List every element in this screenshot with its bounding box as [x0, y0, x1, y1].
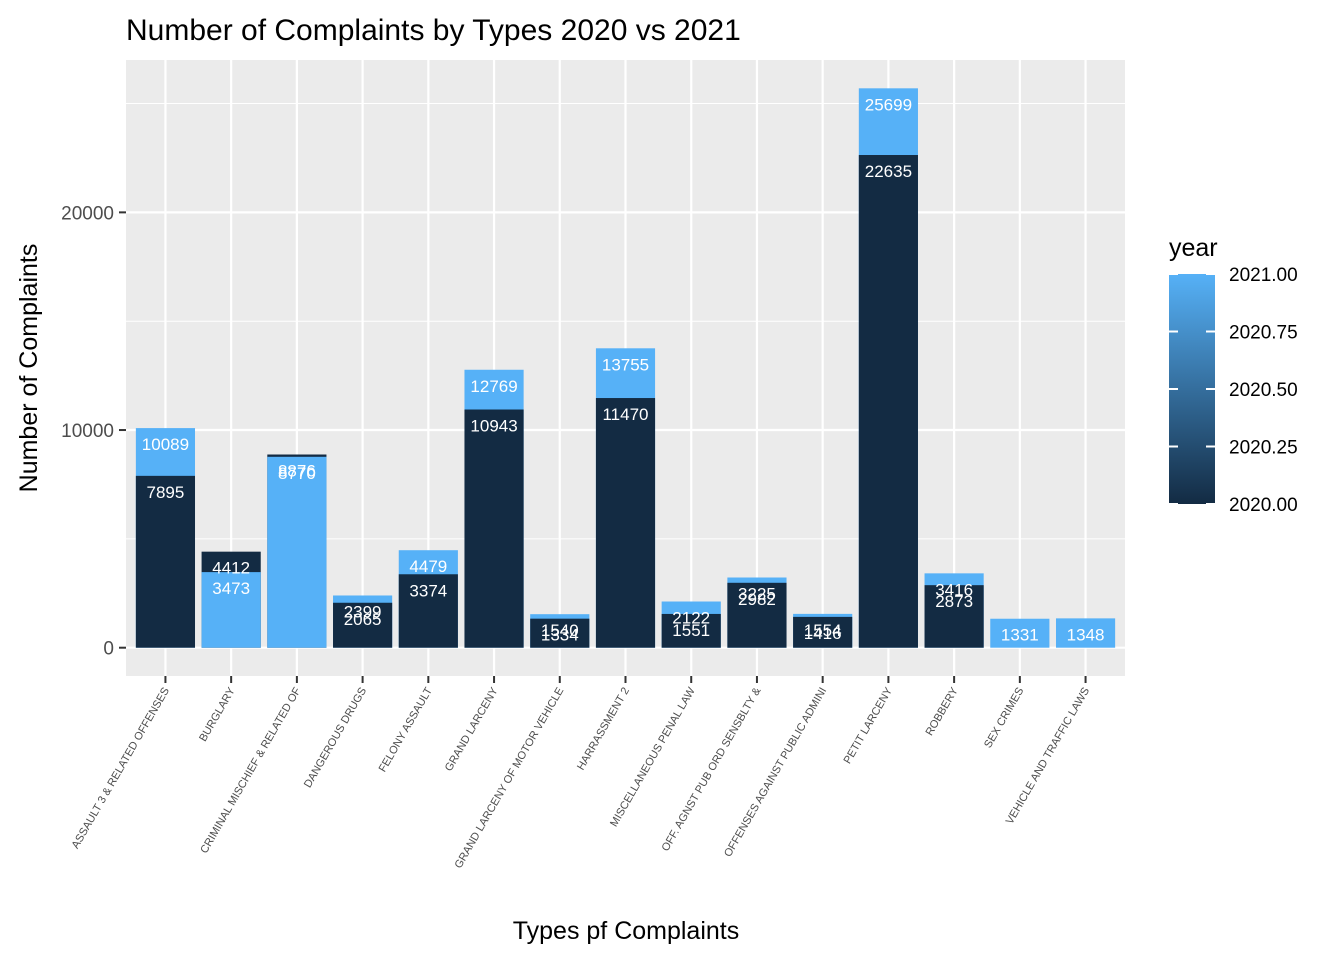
- data-label-2021: 2122: [672, 609, 710, 628]
- data-label-2021: 3225: [738, 585, 776, 604]
- data-label-2021: 1331: [1001, 626, 1039, 645]
- bar-2020: [333, 602, 393, 648]
- x-tick-label: BURGLARY: [197, 685, 238, 744]
- bar-2020: [661, 613, 721, 648]
- data-label-2020: 2982: [738, 590, 776, 609]
- data-label-2020: 1551: [672, 621, 710, 640]
- data-label-2020: 8876: [278, 462, 316, 481]
- x-tick-label: GRAND LARCENY OF MOTOR VEHICLE: [453, 686, 567, 871]
- bar-2020: [595, 398, 656, 648]
- data-label-2020: 1416: [804, 624, 842, 643]
- data-label-2021: 3473: [212, 579, 250, 598]
- data-label-2021: 8770: [278, 464, 316, 483]
- chart-title: Number of Complaints by Types 2020 vs 20…: [126, 14, 741, 47]
- data-label-2021: 4479: [409, 557, 447, 576]
- bar-2021: [990, 618, 1050, 648]
- legend-label: 2021.00: [1229, 265, 1298, 286]
- data-label-2020: 2065: [344, 610, 382, 629]
- x-tick-label: PETIT LARCENY: [842, 685, 896, 766]
- data-label-2021: 13755: [602, 355, 649, 374]
- data-label-2021: 2399: [344, 602, 382, 621]
- x-axis: ASSAULT 3 & RELATED OFFENSES BURGLARYCRIM…: [70, 676, 1092, 871]
- bar-2021: [267, 456, 327, 648]
- data-label-2021: 12769: [470, 377, 517, 396]
- data-label-2020: 2873: [935, 592, 973, 611]
- data-label-2021: 25699: [865, 95, 912, 114]
- legend-label: 2020.50: [1229, 380, 1298, 401]
- bar-2020: [530, 618, 590, 648]
- x-tick-label: FELONY ASSAULT: [377, 685, 435, 774]
- x-tick-label: SEX CRIMES: [982, 686, 1026, 751]
- bars: [135, 88, 1116, 648]
- legend-label: 2020.00: [1229, 495, 1298, 516]
- legend-label: 2020.75: [1229, 323, 1298, 344]
- legend: year 2021.00 2020.75 2020.50 2020.25 2020.00: [1169, 234, 1298, 516]
- bar-2020: [924, 585, 984, 648]
- data-label-2020: 1334: [541, 626, 579, 645]
- data-label-2021: 1554: [804, 621, 842, 640]
- bar-2020: [135, 475, 196, 648]
- legend-label: 2020.25: [1229, 438, 1298, 459]
- data-label-2020: 7895: [147, 483, 185, 502]
- data-label-2021: 3416: [935, 580, 973, 599]
- bar-2020: [727, 582, 787, 648]
- data-label-2020: 22635: [865, 162, 912, 181]
- bar-2021: [201, 572, 261, 648]
- data-label-2021: 10089: [142, 435, 189, 454]
- data-label-2020: 10943: [470, 417, 517, 436]
- data-label-2020: 3374: [409, 581, 447, 600]
- data-label-2021: 1540: [541, 621, 579, 640]
- y-tick-label: 0: [103, 639, 114, 660]
- x-tick-label: HARRASSMENT 2: [575, 686, 632, 773]
- bar-2020: [858, 155, 918, 648]
- bar-2020: [398, 574, 458, 648]
- bar-2020: [793, 616, 853, 648]
- legend-title: year: [1169, 234, 1218, 262]
- legend-ticks: 2021.00 2020.75 2020.50 2020.25 2020.00: [1169, 265, 1298, 516]
- y-tick-label: 20000: [61, 203, 114, 224]
- x-tick-label: ASSAULT 3 & RELATED OFFENSES: [70, 686, 172, 851]
- data-label-2020: 4412: [212, 559, 250, 578]
- x-axis-title: Types pf Complaints: [513, 917, 740, 945]
- y-axis: 0 10000 20000: [61, 203, 126, 660]
- y-axis-title: Number of Complaints: [15, 244, 43, 493]
- data-label-2021: 1348: [1067, 625, 1105, 644]
- bar-2020: [464, 409, 524, 648]
- y-tick-label: 10000: [61, 421, 114, 442]
- x-tick-label: ROBBERY: [924, 685, 962, 738]
- x-tick-label: GRAND LARCENY: [443, 685, 501, 774]
- bar-2021: [1055, 618, 1116, 648]
- data-label-2020: 11470: [602, 405, 648, 424]
- x-tick-label: DANGEROUS DRUGS: [302, 686, 369, 790]
